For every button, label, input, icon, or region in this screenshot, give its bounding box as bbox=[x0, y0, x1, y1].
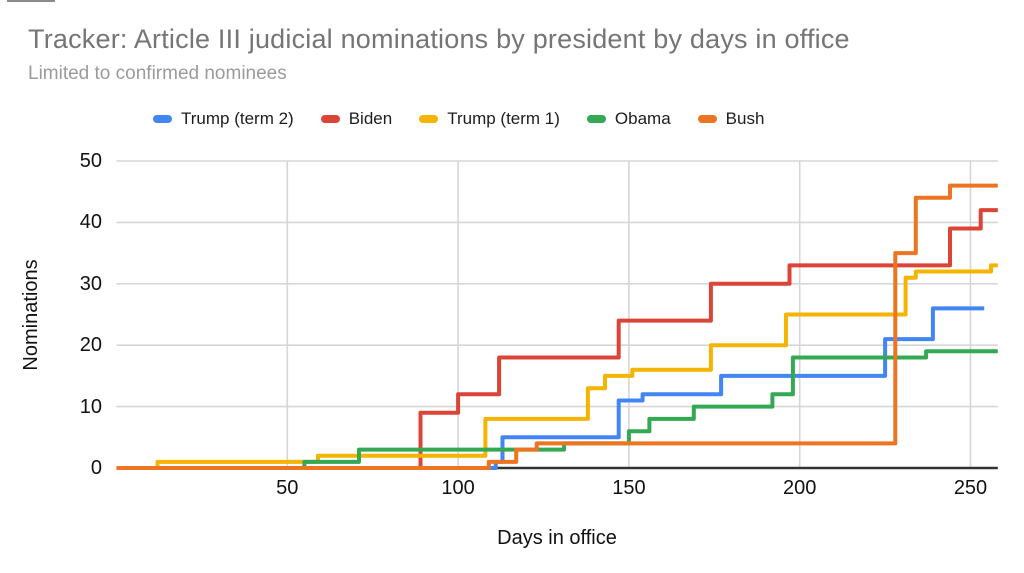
legend-item-bush: Bush bbox=[697, 109, 765, 129]
legend-item-biden: Biden bbox=[320, 109, 393, 129]
x-tick-label: 50 bbox=[276, 477, 299, 499]
legend-label: Obama bbox=[614, 109, 671, 128]
legend-swatch bbox=[419, 115, 439, 123]
series-line-trump-term-1- bbox=[116, 263, 998, 470]
series-line-bush bbox=[116, 183, 998, 470]
y-tick-label: 40 bbox=[79, 211, 102, 234]
y-tick-label: 30 bbox=[79, 272, 102, 295]
legend-item-trump-term-1-: Trump (term 1) bbox=[419, 109, 560, 129]
y-tick-label: 10 bbox=[79, 395, 102, 418]
x-axis-title: Days in office bbox=[497, 527, 617, 549]
legend-label: Bush bbox=[725, 109, 765, 128]
legend-swatch bbox=[586, 115, 606, 123]
legend-swatch bbox=[320, 115, 340, 123]
y-tick-label: 50 bbox=[79, 150, 102, 172]
screen-edge-artifact bbox=[7, 0, 55, 2]
legend-swatch bbox=[697, 115, 717, 123]
legend-label: Trump (term 2) bbox=[181, 109, 294, 128]
chart-subtitle: Limited to confirmed nominees bbox=[28, 63, 287, 84]
legend-item-obama: Obama bbox=[586, 109, 671, 129]
y-tick-label: 0 bbox=[90, 457, 102, 479]
y-axis-title: Nominations bbox=[20, 259, 42, 371]
chart-title: Tracker: Article III judicial nomination… bbox=[28, 24, 850, 54]
legend-swatch bbox=[153, 115, 172, 123]
legend: Trump (term 2) Biden Trump (term 1) Obama Bu… bbox=[153, 108, 764, 130]
y-tick-label: 20 bbox=[79, 334, 102, 357]
x-tick-label: 250 bbox=[953, 477, 988, 499]
legend-item-trump-term-2-: Trump (term 2) bbox=[153, 109, 294, 129]
legend-label: Trump (term 1) bbox=[447, 109, 560, 128]
legend-label: Biden bbox=[348, 109, 393, 128]
series-line-biden bbox=[116, 208, 998, 470]
x-tick-label: 100 bbox=[441, 477, 475, 499]
series-line-obama bbox=[116, 349, 998, 470]
x-tick-label: 150 bbox=[612, 477, 646, 499]
x-tick-label: 200 bbox=[783, 477, 817, 499]
